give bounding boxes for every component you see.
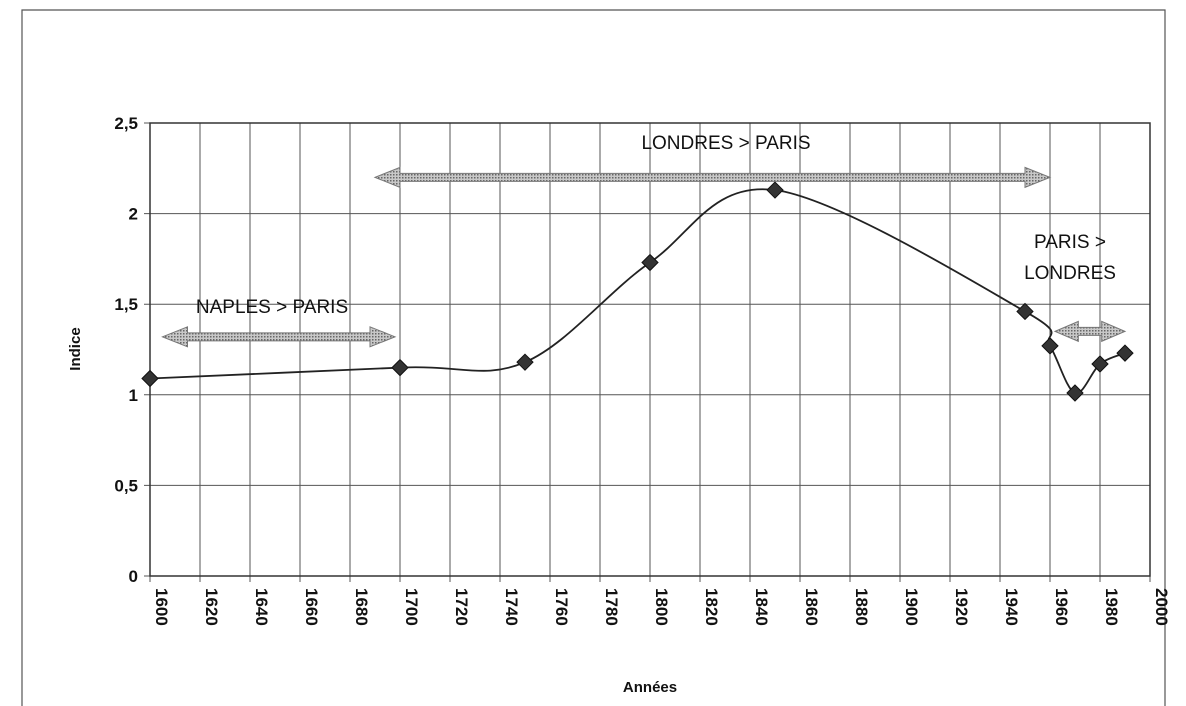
- y-tick-label: 0,5: [114, 476, 138, 495]
- x-tick-label: 1600: [152, 588, 171, 626]
- annotation: LONDRES: [1024, 263, 1116, 284]
- x-tick-label: 1820: [702, 588, 721, 626]
- annotation: NAPLES > PARIS: [196, 297, 348, 318]
- x-tick-label: 1700: [402, 588, 421, 626]
- x-tick-label: 1640: [252, 588, 271, 626]
- range-arrow: [373, 166, 1052, 189]
- marker: [516, 353, 534, 371]
- x-tick-label: 1660: [302, 588, 321, 626]
- x-tick-label: 1940: [1002, 588, 1021, 626]
- plot-area: [149, 122, 1151, 577]
- x-tick-label: 1720: [452, 588, 471, 626]
- marker: [1016, 302, 1034, 321]
- x-tick-label: 1740: [502, 588, 521, 626]
- x-tick-label: 1860: [802, 588, 821, 626]
- y-tick-label: 0: [129, 567, 138, 586]
- x-tick-label: 1840: [752, 588, 771, 626]
- y-tick-label: 1: [129, 386, 138, 405]
- x-tick-label: 1900: [902, 588, 921, 626]
- x-tick-label: 2000: [1152, 588, 1171, 626]
- x-tick-label: 1980: [1102, 588, 1121, 626]
- x-tick-label: 1800: [652, 588, 671, 626]
- marker: [1066, 384, 1084, 402]
- x-tick-label: 1960: [1052, 588, 1071, 626]
- x-tick-label: 1920: [952, 588, 971, 626]
- x-tick-label: 1680: [352, 588, 371, 626]
- marker: [391, 358, 409, 377]
- marker: [766, 181, 784, 199]
- x-tick-label: 1760: [552, 588, 571, 626]
- x-axis-label: Années: [623, 679, 677, 696]
- annotation: PARIS >: [1034, 232, 1106, 253]
- frame: [21, 9, 1166, 706]
- y-tick-label: 1,5: [114, 295, 138, 314]
- marker: [1116, 344, 1134, 362]
- annotation: LONDRES > PARIS: [641, 133, 810, 154]
- marker: [141, 369, 159, 388]
- y-axis-label: Indice: [67, 327, 84, 370]
- marker: [641, 253, 659, 272]
- range-arrow: [161, 326, 397, 348]
- x-tick-label: 1780: [602, 588, 621, 626]
- marker: [1091, 355, 1109, 373]
- range-arrow: [1053, 320, 1127, 343]
- marker: [1041, 337, 1059, 355]
- x-tick-label: 1880: [852, 588, 871, 626]
- x-tick-label: 1620: [202, 588, 221, 626]
- series-line: [149, 188, 1126, 394]
- y-tick-label: 2: [129, 205, 138, 224]
- y-tick-label: 2,5: [114, 114, 138, 133]
